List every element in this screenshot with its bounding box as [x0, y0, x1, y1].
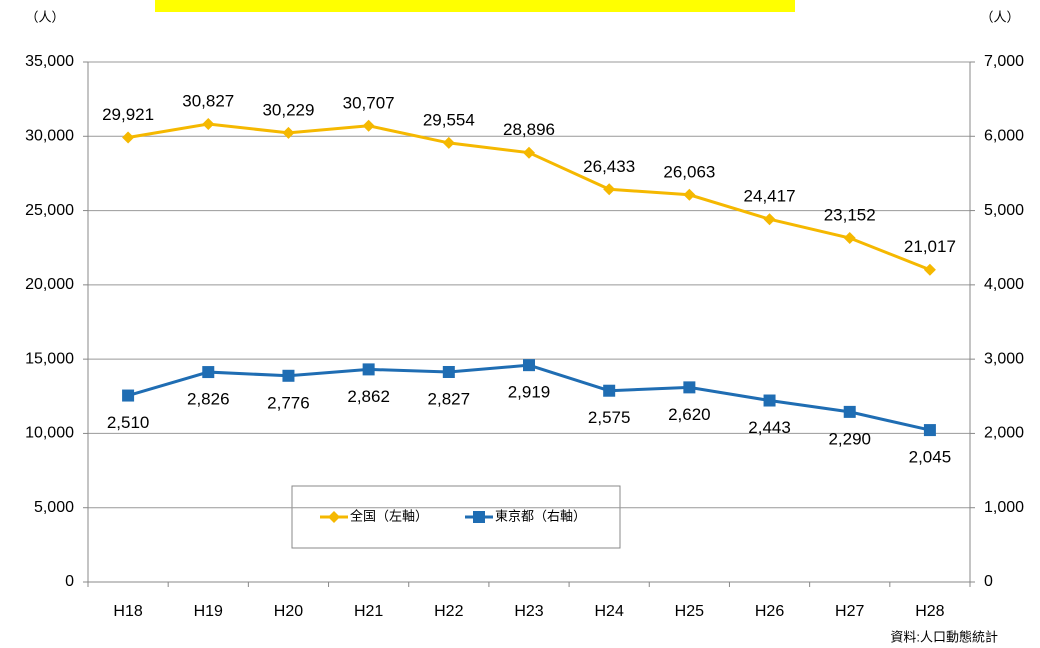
- title-highlight: [155, 0, 795, 12]
- marker: [923, 263, 936, 276]
- marker: [763, 213, 776, 226]
- data-label: 30,827: [182, 91, 234, 110]
- y-axis-unit: （人）: [25, 9, 64, 24]
- y2-tick-label: 6,000: [984, 128, 1024, 145]
- marker: [442, 365, 455, 378]
- marker: [923, 424, 936, 437]
- y-tick-label: 30,000: [25, 128, 74, 145]
- source: 資料:人口動態統計: [890, 629, 998, 644]
- x-tick-label: H28: [915, 603, 944, 620]
- data-label: 26,063: [663, 162, 715, 181]
- x-tick-label: H26: [755, 603, 784, 620]
- data-label: 2,826: [187, 390, 230, 409]
- marker: [282, 369, 295, 382]
- marker: [523, 359, 535, 372]
- marker: [122, 131, 135, 144]
- marker: [202, 117, 215, 130]
- legend-marker: [328, 511, 340, 523]
- y2-tick-label: 7,000: [984, 53, 1024, 70]
- data-label: 30,707: [343, 93, 395, 112]
- data-label: 21,017: [904, 237, 956, 256]
- marker: [442, 136, 455, 149]
- y2-tick-label: 3,000: [984, 350, 1024, 367]
- marker: [523, 146, 535, 159]
- x-tick-label: H20: [274, 603, 303, 620]
- data-label: 30,229: [262, 100, 314, 119]
- data-label: 2,827: [428, 389, 471, 408]
- y2-axis-unit: （人）: [980, 9, 1019, 24]
- x-tick-label: H21: [354, 603, 383, 620]
- x-tick-label: H22: [434, 603, 463, 620]
- y2-tick-label: 5,000: [984, 202, 1024, 219]
- legend-label: 全国（左軸）: [350, 508, 428, 523]
- y-tick-label: 20,000: [25, 276, 74, 293]
- series-line: [127, 122, 931, 272]
- data-label: 2,510: [107, 413, 150, 432]
- data-label: 2,620: [668, 405, 711, 424]
- y2-tick-label: 0: [984, 573, 993, 590]
- x-tick-label: H23: [514, 603, 543, 620]
- data-label: 2,045: [909, 448, 952, 467]
- data-label: 2,862: [347, 387, 390, 406]
- marker: [122, 389, 135, 402]
- legend-marker: [473, 511, 485, 523]
- data-label: 2,919: [508, 383, 551, 402]
- marker: [282, 126, 295, 139]
- y2-tick-label: 2,000: [984, 425, 1024, 442]
- marker: [843, 232, 856, 245]
- x-tick-label: H25: [675, 603, 704, 620]
- y-tick-label: 35,000: [25, 53, 74, 70]
- x-tick-label: H27: [835, 603, 864, 620]
- x-tick-label: H19: [194, 603, 223, 620]
- data-label: 24,417: [744, 187, 796, 206]
- marker: [683, 381, 696, 394]
- data-label: 29,921: [102, 105, 154, 124]
- data-label: 23,152: [824, 206, 876, 225]
- marker: [362, 119, 375, 132]
- marker: [362, 363, 375, 376]
- marker: [843, 405, 856, 418]
- data-label: 2,776: [267, 393, 310, 412]
- marker: [763, 394, 776, 407]
- y2-tick-label: 4,000: [984, 276, 1024, 293]
- x-tick-label: H24: [595, 603, 624, 620]
- y-tick-label: 15,000: [25, 350, 74, 367]
- data-label: 28,896: [503, 120, 555, 139]
- data-label: 26,433: [583, 157, 635, 176]
- y-tick-label: 5,000: [34, 499, 74, 516]
- data-label: 2,443: [748, 418, 791, 437]
- legend-label: 東京都（右軸）: [495, 508, 586, 523]
- marker: [603, 384, 616, 397]
- data-label: 29,554: [423, 110, 475, 129]
- y-tick-label: 10,000: [25, 425, 74, 442]
- x-tick-label: H18: [113, 603, 142, 620]
- marker: [202, 366, 215, 379]
- marker: [683, 188, 696, 201]
- y2-tick-label: 1,000: [984, 499, 1024, 516]
- data-label: 2,575: [588, 408, 631, 427]
- y-tick-label: 25,000: [25, 202, 74, 219]
- data-label: 2,290: [828, 429, 871, 448]
- marker: [603, 183, 616, 196]
- y-tick-label: 0: [65, 573, 74, 590]
